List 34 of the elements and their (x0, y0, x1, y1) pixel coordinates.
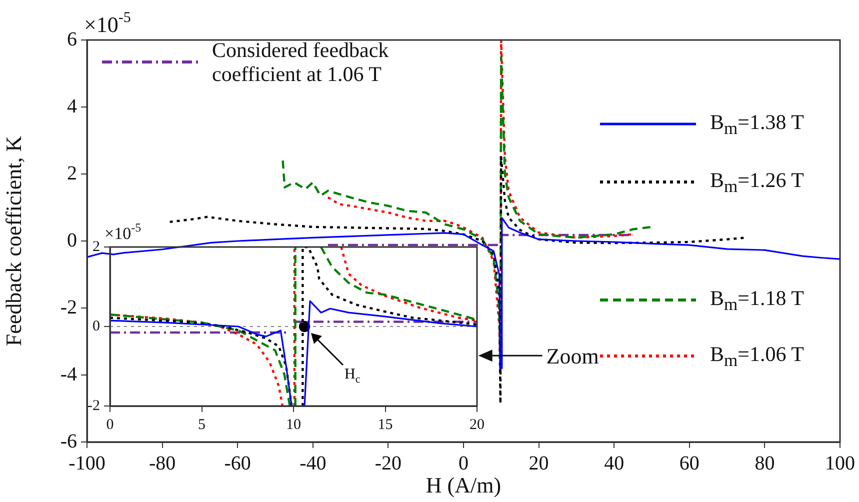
y-tick-label: 0 (92, 318, 100, 334)
y-tick-label: 6 (67, 28, 77, 50)
legend-label: B$_{m}$=1.26 T (710, 168, 804, 196)
x-tick-label: 80 (754, 452, 775, 474)
x-tick-label: 20 (470, 416, 484, 433)
y-tick-label: -6 (60, 430, 77, 452)
x-tick-label: 0 (106, 416, 114, 433)
x-tick-label: -40 (300, 452, 326, 474)
x-axis-title: H (A/m) (426, 472, 502, 498)
y-tick-label: -2 (88, 398, 100, 414)
y-tick-label: 2 (67, 162, 77, 184)
x-tick-label: 40 (604, 452, 624, 474)
x-tick-label: 5 (198, 416, 206, 433)
legend-label: B$_{m}$=1.06 T (710, 342, 804, 370)
legend-label: B$_{m}$=1.18 T (710, 286, 804, 314)
x-tick-label: -100 (68, 452, 106, 474)
x-tick-label: 60 (679, 452, 700, 474)
y-tick-label: 0 (67, 229, 77, 252)
x-tick-label: 100 (825, 452, 855, 474)
y-tick-label: -4 (60, 363, 77, 386)
legend-label: B$_{m}$=1.38 T (710, 110, 804, 138)
x-tick-label: 15 (378, 416, 393, 433)
y-tick-label: 4 (67, 95, 77, 118)
x-tick-label: 0 (458, 452, 468, 474)
x-tick-label: -80 (148, 452, 176, 474)
x-tick-label: 20 (528, 452, 549, 474)
y-axis-title: Feedback coefficient, K (0, 136, 26, 346)
y-tick-label: -2 (60, 296, 77, 318)
x-tick-label: -20 (374, 452, 402, 474)
x-tick-label: -60 (224, 452, 251, 474)
y-tick-label: 2 (92, 238, 100, 255)
x-tick-label: 10 (286, 416, 301, 433)
legend-label: Considered feedback coefficient at 1.06 T (212, 38, 390, 86)
annotation: Zoom (546, 344, 599, 369)
